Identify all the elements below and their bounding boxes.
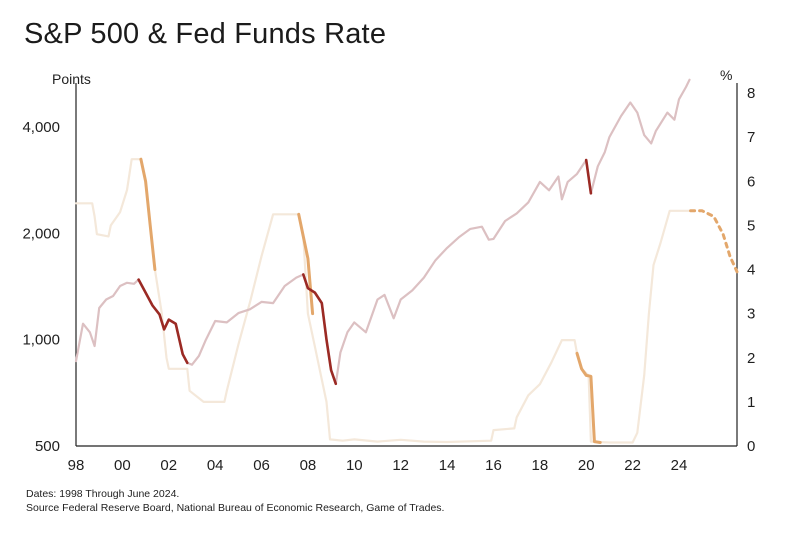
right-tick-label: 6: [747, 173, 755, 190]
footnote-dates: Dates: 1998 Through June 2024.: [26, 488, 180, 500]
left-axis-ticks: 500 1,000 2,000 4,000: [22, 119, 60, 455]
left-tick-label: 2,000: [22, 225, 60, 242]
x-tick-label: 08: [300, 457, 317, 474]
sp500-drawdown-segment: [137, 278, 189, 365]
x-tick-label: 02: [160, 457, 177, 474]
fed-rate-cut-segment: [297, 212, 315, 316]
right-tick-label: 5: [747, 217, 755, 234]
x-tick-label: 22: [624, 457, 641, 474]
right-tick-label: 1: [747, 394, 755, 411]
x-tick-label: 24: [671, 457, 688, 474]
x-tick-label: 12: [392, 457, 409, 474]
sp500-drawdown-segment: [302, 273, 338, 386]
fed-rate-line: [74, 158, 692, 444]
right-tick-label: 2: [747, 350, 755, 367]
sp500-line: [74, 78, 691, 385]
axis-lines: [75, 83, 738, 447]
x-tick-label: 18: [532, 457, 549, 474]
right-tick-label: 8: [747, 85, 755, 102]
fed-rate-projection-line: [689, 209, 739, 274]
fed-rate-cut-segment: [575, 351, 602, 444]
sp500-drawdown-segment: [584, 158, 593, 195]
x-tick-label: 16: [485, 457, 502, 474]
x-tick-label: 00: [114, 457, 131, 474]
x-tick-label: 06: [253, 457, 270, 474]
right-axis-ticks: 0 1 2 3 4 5 6 7 8: [747, 85, 755, 455]
left-axis-label: Points: [52, 71, 91, 87]
x-tick-label: 14: [439, 457, 456, 474]
right-tick-label: 4: [747, 262, 755, 279]
series-layer: [74, 78, 739, 444]
chart-title: S&P 500 & Fed Funds Rate: [24, 18, 387, 50]
right-tick-label: 0: [747, 438, 755, 455]
footnote-source: Source Federal Reserve Board, National B…: [26, 502, 445, 514]
left-tick-label: 1,000: [22, 332, 60, 349]
right-tick-label: 7: [747, 129, 755, 146]
x-axis-ticks: 98 00 02 04 06 08 10 12 14 16 18 20 22 24: [68, 457, 688, 474]
right-tick-label: 3: [747, 306, 755, 323]
left-tick-label: 500: [35, 438, 60, 455]
right-axis-label: %: [720, 67, 732, 83]
x-tick-label: 04: [207, 457, 224, 474]
left-tick-label: 4,000: [22, 119, 60, 136]
fed-rate-cut-segment: [139, 157, 157, 271]
x-tick-label: 10: [346, 457, 363, 474]
x-tick-label: 98: [68, 457, 85, 474]
x-tick-label: 20: [578, 457, 595, 474]
